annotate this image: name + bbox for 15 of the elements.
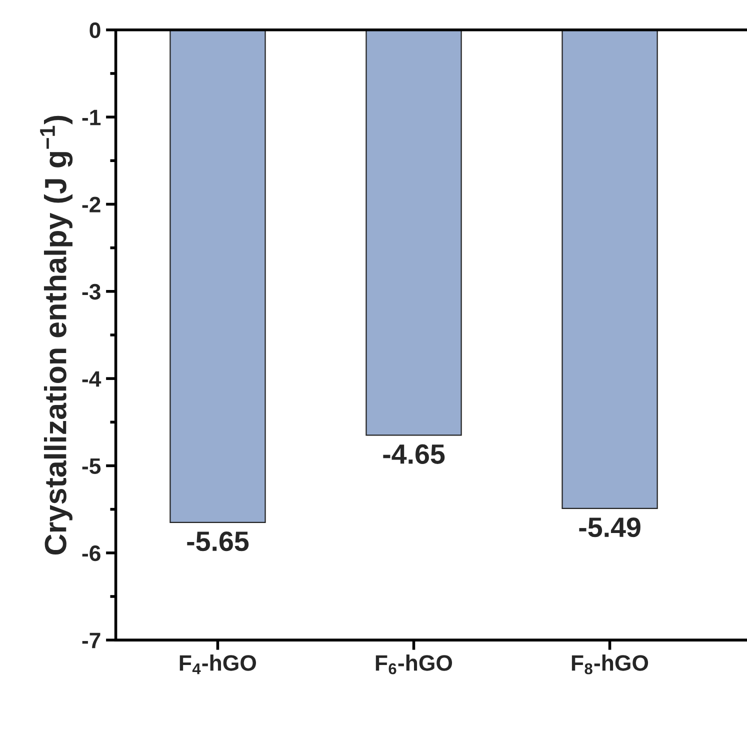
- x-tick-label: F$_{8}$-hGO: [572, 654, 648, 674]
- y-axis-title: Crystallization enthalpy (J g$^{−1}$): [40, 116, 73, 554]
- x-tick-label: F$_{4}$-hGO: [180, 654, 256, 674]
- y-tick-label: -6: [82, 545, 100, 562]
- data-label: -5.49: [579, 518, 640, 538]
- y-tick-label: 0: [90, 22, 100, 38]
- x-tick-label: F$_{6}$-hGO: [376, 654, 452, 674]
- y-tick-label: -5: [82, 458, 101, 474]
- y-tick-label: -4: [82, 371, 102, 387]
- y-tick-label: -7: [82, 632, 100, 648]
- data-label: -5.65: [187, 531, 249, 552]
- data-label: -4.65: [383, 444, 445, 464]
- y-tick-label: -2: [82, 196, 100, 212]
- y-tick-label: -1: [82, 110, 101, 126]
- y-tick-label: -3: [82, 284, 100, 300]
